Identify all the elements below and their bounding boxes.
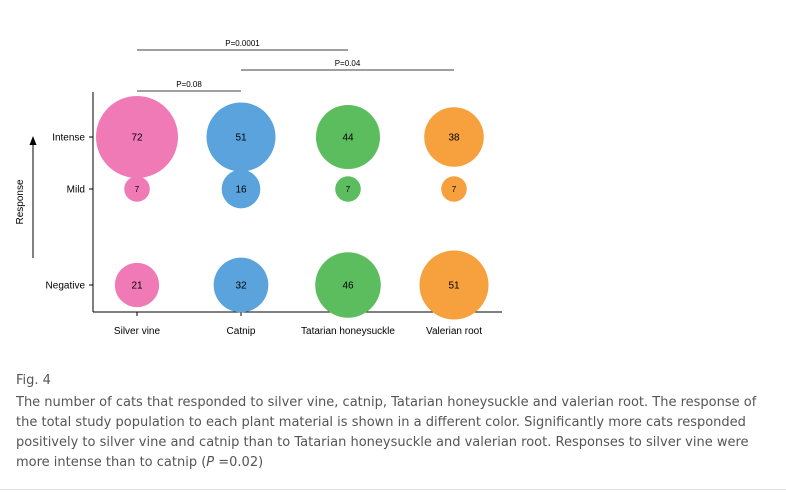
caption-p-symbol: P	[206, 455, 215, 470]
y-tick-label-negative: Negative	[46, 281, 86, 292]
x-tick-label-valerian-root: Valerian root	[426, 326, 482, 337]
y-axis-label: Response	[15, 179, 26, 224]
bubble-label-silver-vine-intense: 72	[131, 133, 143, 144]
bubbles: 72 7 21 51 16 32 44 7 46 38 7 51	[96, 96, 489, 320]
bubble-label-silver-vine-mild: 7	[135, 185, 140, 194]
bubble-catnip-mild	[221, 169, 261, 209]
bubble-tatarian-honeysuckle-negative	[315, 252, 381, 318]
significance-label-2: P=0.04	[335, 59, 361, 68]
x-tick-label-catnip: Catnip	[227, 326, 256, 337]
bubble-label-catnip-negative: 32	[235, 281, 247, 292]
bubble-silver-vine-intense	[96, 96, 178, 178]
bubble-catnip-negative	[213, 257, 269, 313]
bubble-label-catnip-intense: 51	[235, 133, 247, 144]
bubble-label-tatarian-honeysuckle-negative: 46	[342, 281, 354, 292]
bubble-tatarian-honeysuckle-mild	[335, 176, 361, 202]
caption-text: The number of cats that responded to sil…	[16, 393, 776, 473]
bubble-valerian-root-mild	[441, 176, 467, 202]
bubble-silver-vine-negative	[114, 262, 160, 308]
bubble-label-valerian-root-negative: 51	[448, 281, 460, 292]
bubble-label-valerian-root-mild: 7	[452, 185, 457, 194]
caption-text-end: =0.02)	[214, 455, 264, 470]
y-tick-label-mild: Mild	[67, 185, 85, 196]
x-tick-label-silver-vine: Silver vine	[114, 326, 161, 337]
bubble-label-catnip-mild: 16	[235, 185, 247, 196]
bubble-catnip-intense	[206, 102, 276, 172]
bubble-label-tatarian-honeysuckle-mild: 7	[346, 185, 351, 194]
divider	[0, 489, 786, 490]
significance-brackets: P=0.0001 P=0.04 P=0.08	[137, 39, 454, 92]
bubble-label-tatarian-honeysuckle-intense: 44	[342, 133, 354, 144]
bubble-label-valerian-root-intense: 38	[448, 133, 460, 144]
bubble-tatarian-honeysuckle-intense	[315, 104, 381, 170]
x-tick-label-tatarian-honeysuckle: Tatarian honeysuckle	[301, 326, 395, 337]
y-axis-label-group: Response	[15, 136, 37, 258]
figure-caption: Fig. 4 The number of cats that responded…	[16, 371, 776, 473]
figure-label: Fig. 4	[16, 373, 51, 388]
caption-text-main: The number of cats that responded to sil…	[16, 395, 757, 470]
x-tick-labels: Silver vine Catnip Tatarian honeysuckle Val…	[114, 326, 482, 337]
significance-label-3: P=0.08	[176, 80, 202, 89]
y-tick-label-intense: Intense	[52, 133, 85, 144]
y-tick-labels: Intense Mild Negative	[46, 133, 86, 292]
bubble-silver-vine-mild	[124, 176, 150, 202]
significance-label-1: P=0.0001	[225, 39, 260, 48]
bubble-valerian-root-intense	[424, 107, 484, 167]
bubble-valerian-root-negative	[419, 250, 489, 320]
response-arrow-head	[29, 136, 37, 145]
bubble-label-silver-vine-negative: 21	[131, 281, 143, 292]
